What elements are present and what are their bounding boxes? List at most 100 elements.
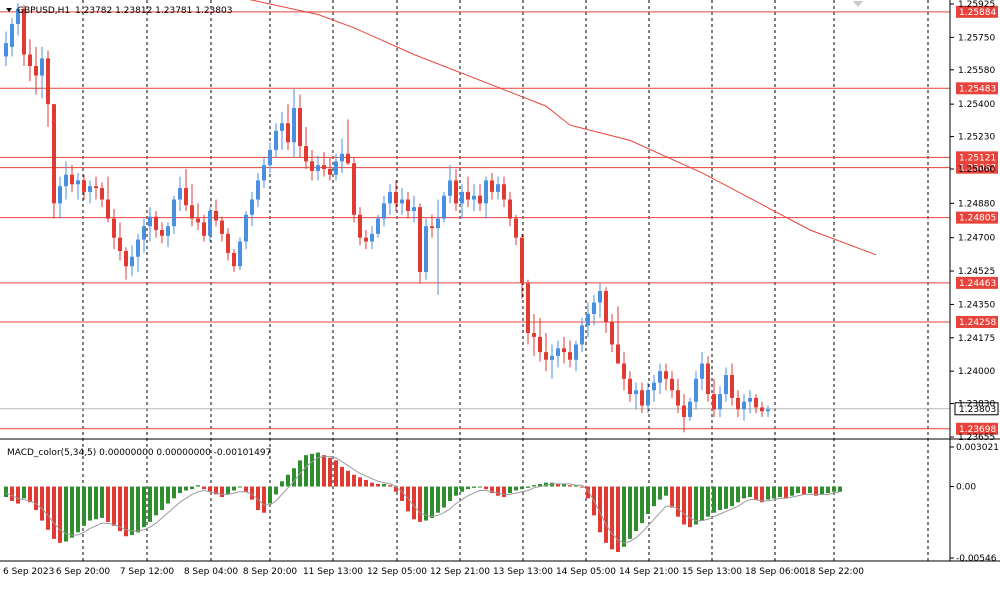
- collapse-triangle-icon[interactable]: [6, 8, 12, 12]
- candle[interactable]: [610, 313, 614, 353]
- candle[interactable]: [208, 207, 212, 242]
- candle[interactable]: [700, 352, 704, 391]
- candle[interactable]: [460, 184, 464, 219]
- candle[interactable]: [136, 233, 140, 273]
- candle[interactable]: [562, 336, 566, 364]
- candle[interactable]: [664, 363, 668, 391]
- candle[interactable]: [748, 390, 752, 414]
- price-level-tag[interactable]: [956, 82, 998, 95]
- candle[interactable]: [550, 344, 554, 379]
- candle[interactable]: [766, 405, 770, 417]
- candle[interactable]: [130, 245, 134, 276]
- candle[interactable]: [196, 203, 200, 231]
- price-level-tag[interactable]: [956, 161, 998, 174]
- candle[interactable]: [544, 333, 548, 372]
- candle[interactable]: [538, 317, 542, 362]
- candle[interactable]: [448, 165, 452, 204]
- candle[interactable]: [322, 151, 326, 177]
- candle[interactable]: [4, 31, 8, 66]
- candle[interactable]: [406, 191, 410, 219]
- candle[interactable]: [604, 287, 608, 334]
- candle[interactable]: [40, 46, 44, 99]
- candle[interactable]: [520, 233, 524, 299]
- candle[interactable]: [112, 209, 116, 250]
- candle[interactable]: [154, 210, 158, 238]
- candle[interactable]: [466, 176, 470, 208]
- candle[interactable]: [370, 226, 374, 250]
- candle[interactable]: [70, 165, 74, 192]
- candle[interactable]: [742, 394, 746, 421]
- candle[interactable]: [412, 195, 416, 223]
- candle[interactable]: [568, 340, 572, 368]
- candle[interactable]: [58, 176, 62, 219]
- candle[interactable]: [178, 176, 182, 211]
- candle[interactable]: [676, 378, 680, 414]
- candle[interactable]: [238, 237, 242, 271]
- candle[interactable]: [340, 138, 344, 173]
- candle[interactable]: [64, 161, 68, 200]
- candle[interactable]: [286, 104, 290, 150]
- candle[interactable]: [352, 157, 356, 223]
- candle[interactable]: [256, 172, 260, 208]
- candle[interactable]: [418, 203, 422, 284]
- candle[interactable]: [262, 157, 266, 189]
- scroll-marker-icon[interactable]: [853, 1, 863, 7]
- candle[interactable]: [388, 184, 392, 215]
- candle[interactable]: [436, 199, 440, 295]
- candle[interactable]: [718, 386, 722, 417]
- candle[interactable]: [310, 149, 314, 181]
- candle[interactable]: [106, 176, 110, 223]
- candle[interactable]: [76, 172, 80, 200]
- candle[interactable]: [22, 4, 26, 66]
- candle[interactable]: [736, 390, 740, 417]
- candle[interactable]: [298, 94, 302, 158]
- candle[interactable]: [670, 371, 674, 398]
- candle[interactable]: [280, 111, 284, 150]
- candle[interactable]: [556, 340, 560, 368]
- candle[interactable]: [454, 168, 458, 211]
- candle[interactable]: [514, 214, 518, 246]
- candle[interactable]: [658, 363, 662, 395]
- candle[interactable]: [292, 88, 296, 158]
- price-level-tag[interactable]: [956, 211, 998, 224]
- candle[interactable]: [382, 195, 386, 227]
- candle[interactable]: [184, 168, 188, 211]
- candle[interactable]: [214, 199, 218, 227]
- candle[interactable]: [694, 371, 698, 410]
- candle[interactable]: [268, 142, 272, 173]
- candle[interactable]: [724, 367, 728, 402]
- candle[interactable]: [124, 247, 128, 280]
- candle[interactable]: [364, 230, 368, 250]
- candle[interactable]: [760, 401, 764, 417]
- candle[interactable]: [316, 155, 320, 181]
- candle[interactable]: [88, 180, 92, 204]
- candle[interactable]: [16, 3, 20, 36]
- candle[interactable]: [754, 394, 758, 414]
- candle[interactable]: [598, 283, 602, 318]
- candle[interactable]: [400, 188, 404, 215]
- candle[interactable]: [652, 375, 656, 402]
- candle[interactable]: [640, 382, 644, 414]
- candle[interactable]: [34, 46, 38, 95]
- candle[interactable]: [46, 50, 50, 128]
- candle[interactable]: [484, 176, 488, 219]
- candle[interactable]: [634, 382, 638, 410]
- candle[interactable]: [304, 127, 308, 169]
- price-level-tag[interactable]: [956, 315, 998, 328]
- candle[interactable]: [232, 249, 236, 273]
- candle[interactable]: [394, 180, 398, 211]
- candle[interactable]: [244, 210, 248, 250]
- candle[interactable]: [508, 191, 512, 227]
- macd-panel[interactable]: [4, 452, 842, 552]
- candle[interactable]: [250, 191, 254, 227]
- candle[interactable]: [628, 371, 632, 402]
- candle[interactable]: [712, 378, 716, 417]
- candle[interactable]: [616, 306, 620, 364]
- candle[interactable]: [202, 214, 206, 242]
- candle[interactable]: [730, 363, 734, 406]
- price-level-tag[interactable]: [956, 151, 998, 164]
- candle[interactable]: [328, 157, 332, 181]
- candle[interactable]: [442, 191, 446, 223]
